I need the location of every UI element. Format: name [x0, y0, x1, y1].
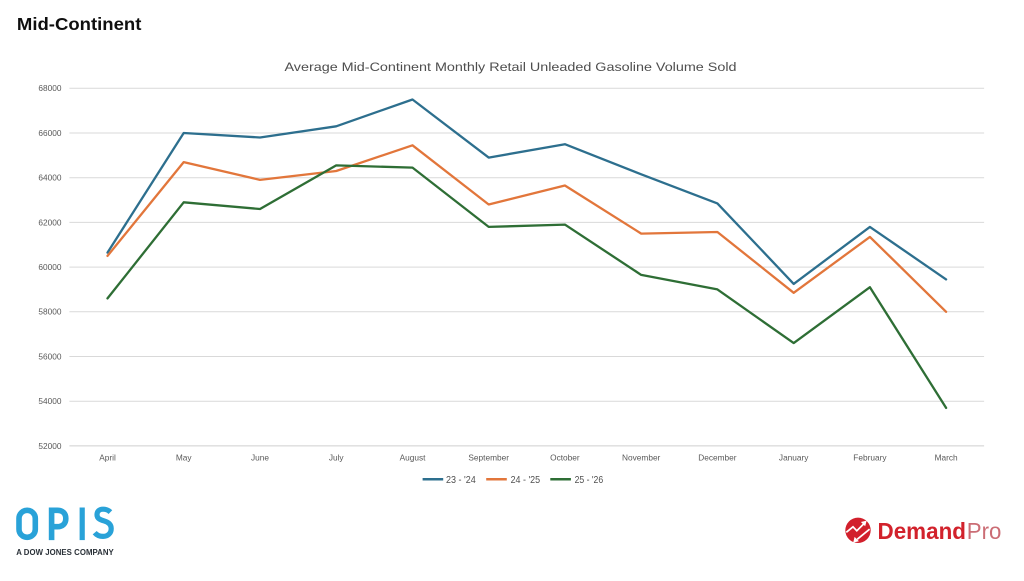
svg-text:January: January	[779, 453, 809, 463]
svg-text:February: February	[853, 453, 887, 463]
svg-text:June: June	[251, 453, 269, 463]
svg-text:Average Mid-Continent Monthly: Average Mid-Continent Monthly Retail Unl…	[285, 60, 737, 74]
svg-text:September: September	[468, 453, 509, 463]
svg-text:Demand: Demand	[878, 518, 967, 544]
svg-text:54000: 54000	[38, 396, 61, 406]
svg-text:April: April	[99, 453, 116, 463]
svg-text:62000: 62000	[38, 217, 61, 227]
svg-text:23 - '24: 23 - '24	[446, 475, 476, 486]
svg-text:May: May	[176, 453, 193, 463]
svg-text:64000: 64000	[38, 173, 61, 183]
svg-text:56000: 56000	[38, 351, 61, 361]
svg-text:58000: 58000	[38, 307, 61, 317]
svg-text:60000: 60000	[38, 262, 61, 272]
svg-text:68000: 68000	[38, 83, 61, 93]
svg-text:December: December	[698, 453, 737, 463]
svg-text:52000: 52000	[38, 441, 61, 451]
svg-text:Pro: Pro	[967, 518, 1002, 544]
svg-text:25 - '26: 25 - '26	[575, 475, 604, 486]
svg-text:A DOW JONES COMPANY: A DOW JONES COMPANY	[16, 548, 115, 557]
svg-text:Mid-Continent: Mid-Continent	[17, 14, 142, 34]
svg-text:October: October	[550, 453, 580, 463]
svg-text:66000: 66000	[38, 128, 61, 138]
svg-text:November: November	[622, 453, 661, 463]
svg-text:August: August	[400, 453, 427, 463]
svg-text:March: March	[935, 453, 958, 463]
svg-text:24 - '25: 24 - '25	[511, 475, 541, 486]
svg-text:July: July	[329, 453, 345, 463]
